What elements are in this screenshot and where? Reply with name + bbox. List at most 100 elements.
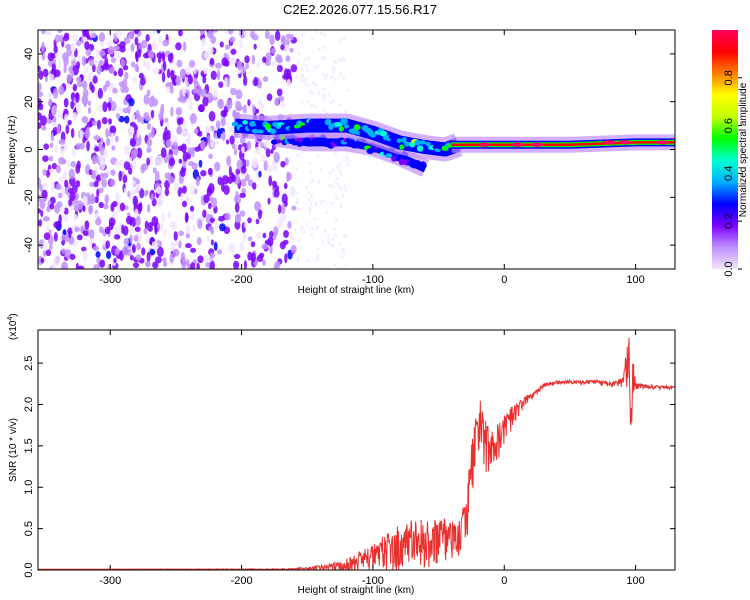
spectrogram-cell [124, 115, 130, 124]
spectrogram-cell [139, 77, 146, 86]
spectrogram-cell [328, 171, 332, 175]
spectrogram-cell [305, 63, 308, 67]
spectrogram-cell [160, 103, 165, 111]
spectrogram-cell [222, 131, 226, 142]
spectrogram-cell [48, 90, 52, 99]
spectrogram-cell [261, 243, 269, 250]
spectrogram-cell [167, 176, 175, 184]
spectrogram-cell [290, 244, 297, 254]
spectrogram-cell [310, 194, 313, 198]
spectrogram-cell [117, 106, 124, 113]
spectrogram-cell [319, 200, 323, 204]
spectrogram-cell [224, 76, 228, 88]
spectrogram-cell [257, 99, 263, 106]
spectrogram-cell [259, 103, 266, 111]
spectrogram-cell [88, 169, 93, 176]
spectrogram-cell [177, 125, 183, 135]
spectrogram-cell [58, 138, 66, 145]
spectrogram-cell [147, 49, 155, 59]
spectrogram-cell [173, 240, 178, 247]
spectrogram-cell [229, 36, 236, 43]
spectrogram-cell [99, 259, 106, 268]
spectrogram-cell [208, 183, 215, 194]
x-tick-label: 100 [626, 274, 644, 286]
spectrogram-cell [252, 182, 257, 190]
spectrogram-cell [93, 245, 100, 251]
colorbar-tick-label: 0.0 [723, 261, 735, 276]
spectrogram-cell [335, 217, 338, 221]
y-tick-label: 40 [23, 48, 35, 60]
spectrogram-cell [81, 55, 87, 67]
spectrogram-cell [139, 188, 145, 199]
trace-cell [340, 117, 348, 125]
spectrogram-cell [82, 195, 88, 207]
trace-cell [304, 125, 311, 131]
spectrogram-cell [147, 226, 153, 232]
spectrogram-cell [107, 46, 115, 55]
spectrogram-cell [198, 104, 205, 113]
spectrogram-cell [98, 187, 104, 194]
spectrogram-cell [75, 163, 81, 174]
spectrogram-cell [112, 87, 118, 94]
x-tick-label: -100 [362, 575, 384, 587]
spectrogram-cell [172, 248, 180, 257]
spectrogram-cell [95, 49, 100, 56]
x-tick-label: 100 [626, 575, 644, 587]
spectrogram-cell [243, 30, 248, 37]
spectrogram-cell [314, 202, 318, 206]
spectrogram-cell [151, 40, 158, 51]
spectrogram-cell [105, 137, 111, 146]
spectrogram-cell [166, 68, 171, 79]
spectrogram-cell [220, 116, 226, 127]
spectrogram-cell [90, 84, 95, 94]
spectrogram-cell [42, 68, 49, 78]
spectrogram-cell [281, 193, 288, 205]
spectrogram-cell [105, 127, 109, 139]
spectrogram-cell [123, 187, 127, 195]
spectrogram-cell [75, 180, 81, 188]
tone-peak [478, 142, 491, 147]
spectrogram-cell [200, 139, 206, 151]
spectrogram-cell [53, 221, 61, 229]
spectrogram-cell [260, 142, 265, 149]
spectrogram-cell [114, 51, 121, 59]
spectrogram-cell [98, 50, 106, 57]
spectrogram-cell [189, 205, 195, 212]
spectrogram-cell [322, 108, 325, 112]
spectrogram-cell [42, 216, 50, 222]
spectrogram-cell [61, 265, 68, 269]
spectrogram-cell [68, 230, 72, 239]
spectrogram-cell [132, 244, 136, 254]
spectrogram-cell [138, 72, 144, 79]
spectrogram-cell [322, 56, 326, 60]
trace-cell [322, 125, 329, 133]
spectrogram-cell [254, 146, 261, 155]
spectrogram-cell [106, 250, 112, 260]
trace-cell [425, 141, 431, 147]
spectrogram-cell [91, 32, 97, 39]
spectrogram-cell [94, 196, 99, 204]
spectrogram-cell [239, 210, 246, 217]
spectrogram-cell [234, 195, 239, 204]
trace-cell [251, 128, 259, 134]
spectrogram-cell [156, 52, 163, 59]
spectrogram-cell [310, 104, 314, 108]
spectrogram-cell [251, 34, 259, 41]
spectrogram-cell [95, 217, 102, 226]
spectrogram-cell [82, 250, 88, 262]
spectrogram-cell [208, 226, 214, 232]
spectrogram-x-ticks: -300 -200 -100 0 100 [99, 30, 645, 286]
spectrogram-cell [38, 176, 41, 188]
spectrogram-cell [305, 222, 309, 226]
spectrogram-cell [206, 257, 213, 263]
spectrogram-cell [143, 227, 148, 235]
spectrogram-cell [269, 34, 275, 46]
spectrogram-cell [109, 83, 116, 90]
spectrogram-cell [233, 253, 241, 259]
spectrogram-cell [54, 144, 59, 153]
spectrogram-cell [81, 116, 89, 124]
trace-cell [353, 124, 361, 131]
trace-cell [303, 136, 311, 142]
spectrogram-cell [52, 88, 59, 99]
y-tick-label: 20 [23, 96, 35, 108]
